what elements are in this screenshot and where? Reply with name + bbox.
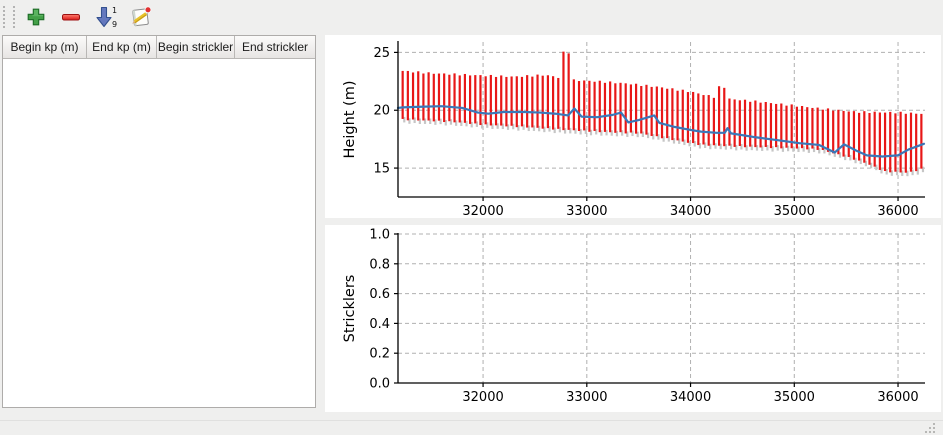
svg-text:36000: 36000: [877, 390, 918, 405]
svg-text:35000: 35000: [774, 390, 815, 405]
remove-row-button[interactable]: [57, 3, 85, 31]
svg-text:33000: 33000: [566, 204, 607, 218]
plus-icon: [27, 8, 45, 25]
height-profile-chart: 32000 33000 34000 35000 36000 15 20 25 Height (m…: [342, 41, 926, 218]
svg-text:34000: 34000: [670, 390, 711, 405]
height-chart-canvas: 32000 33000 34000 35000 36000 15 20 25 Height (m…: [325, 35, 941, 218]
svg-text:25: 25: [373, 46, 390, 61]
table-header-row: Begin kp (m) End kp (m) Begin strickler …: [3, 36, 315, 59]
column-header-end-strickler[interactable]: End strickler: [241, 40, 309, 54]
column-header-begin-strickler[interactable]: Begin strickler: [157, 36, 235, 58]
minus-icon: [62, 13, 80, 20]
svg-text:1: 1: [112, 6, 117, 15]
stricklers-chart: 32000 33000 34000 35000 36000 0.0 0.2 0.4 0.6 0.8…: [342, 228, 925, 405]
svg-text:36000: 36000: [877, 204, 918, 218]
svg-text:0.4: 0.4: [369, 317, 390, 332]
edit-note-icon: [132, 5, 152, 26]
svg-text:0.0: 0.0: [369, 377, 390, 392]
svg-text:9: 9: [112, 20, 117, 29]
svg-text:0.2: 0.2: [369, 347, 390, 362]
svg-text:0.6: 0.6: [369, 287, 390, 302]
svg-text:Height (m): Height (m): [342, 81, 358, 159]
column-header-begin-kp[interactable]: Begin kp (m): [3, 36, 87, 58]
sort-rows-button[interactable]: 1 9: [92, 3, 120, 31]
svg-text:1.0: 1.0: [369, 228, 390, 243]
toolbar: 1 9: [0, 0, 943, 33]
svg-text:33000: 33000: [566, 390, 607, 405]
status-bar: [0, 420, 943, 435]
toolbar-drag-handle[interactable]: [3, 5, 15, 28]
stricklers-chart-canvas: 32000 33000 34000 35000 36000 0.0 0.2 0.4 0.6 0.8…: [325, 225, 941, 412]
svg-text:15: 15: [373, 162, 390, 177]
svg-text:0.8: 0.8: [369, 257, 390, 272]
svg-text:35000: 35000: [774, 204, 815, 218]
svg-text:20: 20: [373, 104, 390, 119]
resize-grip-icon[interactable]: [925, 423, 936, 434]
svg-text:32000: 32000: [462, 204, 503, 218]
sort-numeric-down-icon: 1 9: [96, 6, 117, 29]
column-header-end-kp[interactable]: End kp (m): [87, 36, 157, 58]
kp-strickler-table: Begin kp (m) End kp (m) Begin strickler …: [2, 35, 316, 408]
add-row-button[interactable]: [22, 3, 50, 31]
edit-table-button[interactable]: [127, 3, 155, 31]
table-body-empty[interactable]: [3, 59, 315, 407]
svg-text:Stricklers: Stricklers: [342, 275, 358, 343]
svg-text:32000: 32000: [462, 390, 503, 405]
svg-text:34000: 34000: [670, 204, 711, 218]
